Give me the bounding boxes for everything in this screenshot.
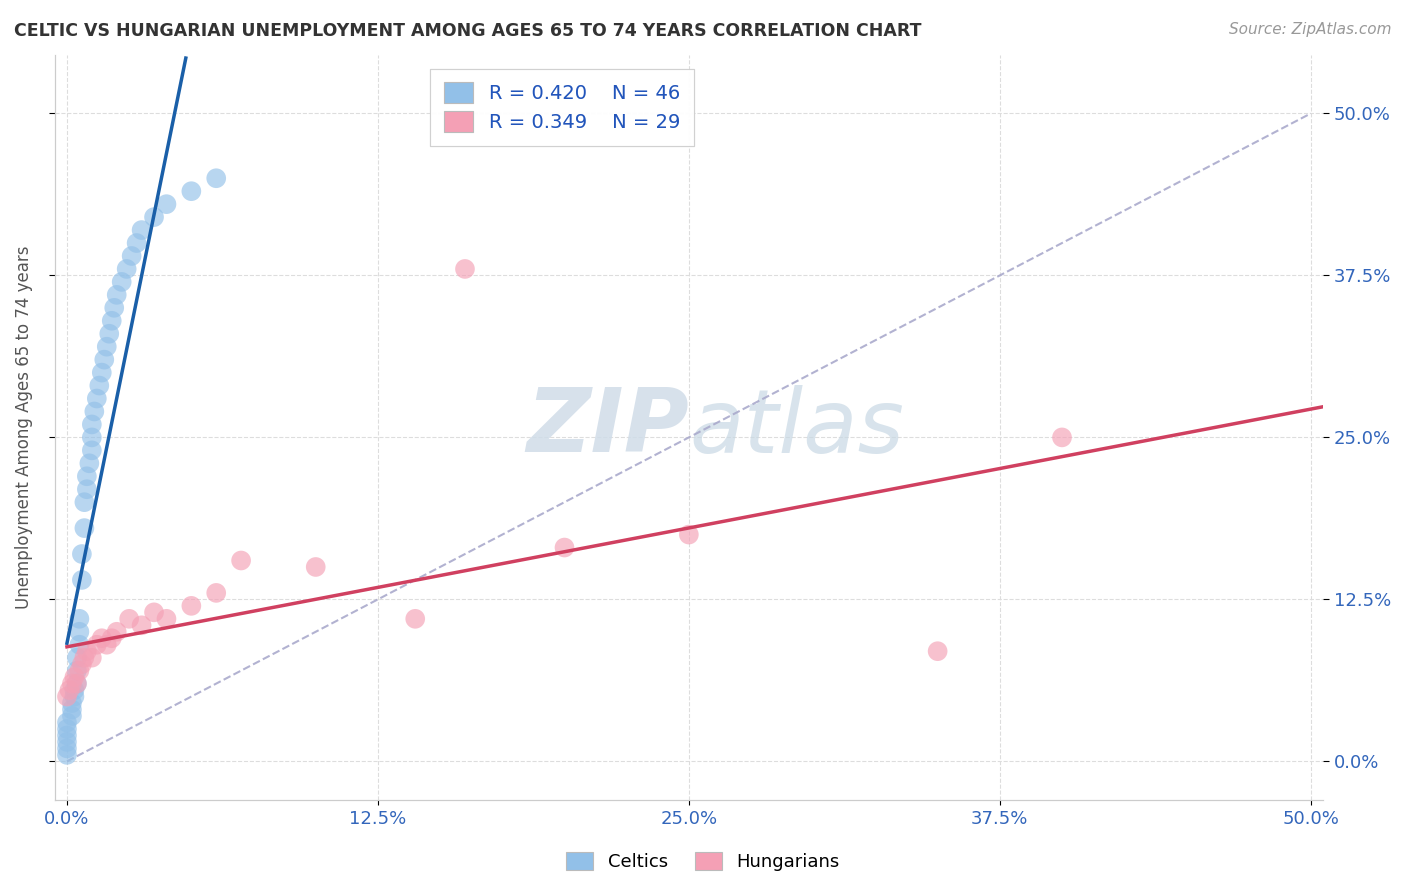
Point xyxy=(73,650,96,665)
Point xyxy=(73,521,96,535)
Y-axis label: Unemployment Among Ages 65 to 74 years: Unemployment Among Ages 65 to 74 years xyxy=(15,246,32,609)
Point xyxy=(60,709,83,723)
Text: Source: ZipAtlas.com: Source: ZipAtlas.com xyxy=(1229,22,1392,37)
Point xyxy=(70,657,93,672)
Point xyxy=(143,210,166,224)
Point xyxy=(143,605,166,619)
Point xyxy=(125,235,148,250)
Point xyxy=(80,443,103,458)
Point xyxy=(100,632,122,646)
Legend: Celtics, Hungarians: Celtics, Hungarians xyxy=(560,845,846,879)
Point xyxy=(404,612,426,626)
Point xyxy=(60,676,83,690)
Point xyxy=(56,747,79,762)
Point xyxy=(111,275,134,289)
Point xyxy=(63,683,86,698)
Point xyxy=(454,262,477,277)
Point xyxy=(180,599,202,613)
Point xyxy=(90,632,112,646)
Point xyxy=(115,262,138,277)
Legend: R = 0.420    N = 46, R = 0.349    N = 29: R = 0.420 N = 46, R = 0.349 N = 29 xyxy=(430,69,693,146)
Point xyxy=(67,624,90,639)
Text: CELTIC VS HUNGARIAN UNEMPLOYMENT AMONG AGES 65 TO 74 YEARS CORRELATION CHART: CELTIC VS HUNGARIAN UNEMPLOYMENT AMONG A… xyxy=(14,22,921,40)
Point xyxy=(60,696,83,710)
Point xyxy=(89,378,111,392)
Point xyxy=(76,469,98,483)
Point xyxy=(155,612,177,626)
Point xyxy=(100,314,122,328)
Point xyxy=(66,676,89,690)
Point xyxy=(56,715,79,730)
Point xyxy=(927,644,949,658)
Point xyxy=(76,482,98,496)
Point xyxy=(67,664,90,678)
Text: atlas: atlas xyxy=(689,384,904,471)
Point xyxy=(73,495,96,509)
Point xyxy=(93,352,115,367)
Point xyxy=(105,624,128,639)
Point xyxy=(58,683,80,698)
Point xyxy=(103,301,125,315)
Point xyxy=(79,456,101,470)
Point xyxy=(229,553,252,567)
Point xyxy=(56,741,79,756)
Point xyxy=(70,573,93,587)
Point xyxy=(86,392,108,406)
Point xyxy=(80,650,103,665)
Point xyxy=(86,638,108,652)
Point xyxy=(76,644,98,658)
Point xyxy=(67,612,90,626)
Point xyxy=(67,638,90,652)
Point xyxy=(90,366,112,380)
Point xyxy=(131,223,153,237)
Point xyxy=(553,541,575,555)
Point xyxy=(66,650,89,665)
Point xyxy=(96,638,118,652)
Point xyxy=(83,404,105,418)
Point xyxy=(56,690,79,704)
Point xyxy=(70,547,93,561)
Point xyxy=(60,702,83,716)
Point xyxy=(98,326,121,341)
Point xyxy=(56,728,79,742)
Point xyxy=(205,171,228,186)
Point xyxy=(205,586,228,600)
Point xyxy=(80,417,103,432)
Point xyxy=(96,340,118,354)
Point xyxy=(80,430,103,444)
Point xyxy=(56,735,79,749)
Point xyxy=(678,527,700,541)
Point xyxy=(1050,430,1073,444)
Point xyxy=(131,618,153,632)
Point xyxy=(56,722,79,736)
Point xyxy=(155,197,177,211)
Point xyxy=(66,676,89,690)
Point xyxy=(121,249,143,263)
Point xyxy=(105,288,128,302)
Point xyxy=(63,690,86,704)
Point xyxy=(305,560,328,574)
Point xyxy=(180,184,202,198)
Point xyxy=(63,670,86,684)
Text: ZIP: ZIP xyxy=(526,384,689,471)
Point xyxy=(118,612,141,626)
Point xyxy=(66,664,89,678)
